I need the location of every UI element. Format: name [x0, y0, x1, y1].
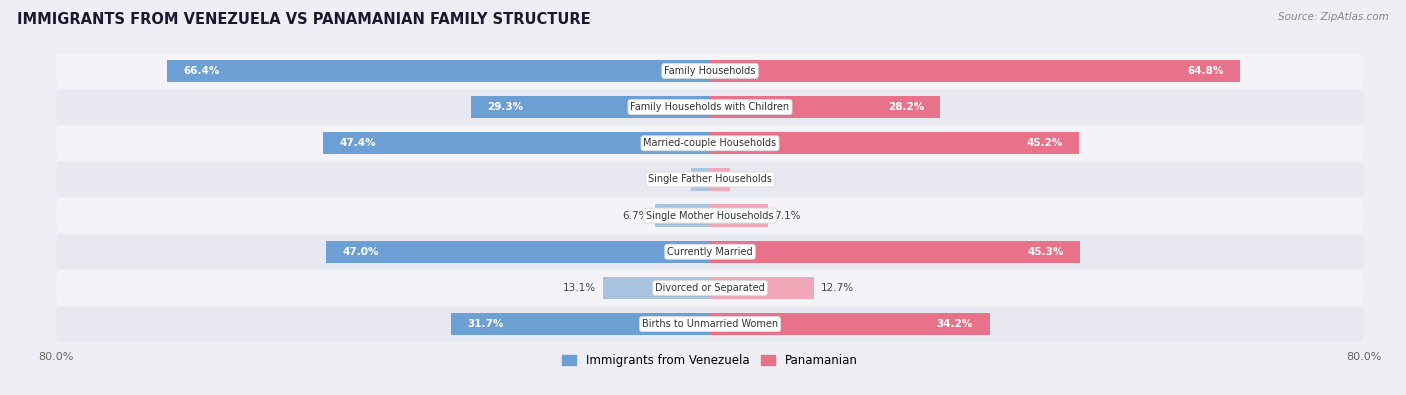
- FancyBboxPatch shape: [56, 90, 1364, 124]
- Text: 6.7%: 6.7%: [623, 211, 648, 220]
- Text: 34.2%: 34.2%: [936, 319, 973, 329]
- Bar: [710, 313, 990, 335]
- FancyBboxPatch shape: [56, 198, 1364, 233]
- Text: 12.7%: 12.7%: [820, 283, 853, 293]
- Bar: [692, 168, 710, 191]
- Text: 66.4%: 66.4%: [184, 66, 221, 76]
- Bar: [710, 204, 768, 227]
- Bar: [710, 277, 814, 299]
- Bar: [655, 204, 710, 227]
- Bar: [322, 132, 710, 154]
- Text: 28.2%: 28.2%: [889, 102, 924, 112]
- Text: 2.4%: 2.4%: [737, 175, 762, 184]
- Bar: [167, 60, 710, 82]
- Text: 47.4%: 47.4%: [339, 138, 375, 148]
- Bar: [710, 60, 1240, 82]
- Text: Divorced or Separated: Divorced or Separated: [655, 283, 765, 293]
- Bar: [710, 96, 941, 118]
- Bar: [710, 168, 730, 191]
- FancyBboxPatch shape: [56, 54, 1364, 88]
- FancyBboxPatch shape: [56, 126, 1364, 161]
- FancyBboxPatch shape: [56, 307, 1364, 341]
- Text: 31.7%: 31.7%: [467, 319, 503, 329]
- Text: 29.3%: 29.3%: [486, 102, 523, 112]
- Text: 2.3%: 2.3%: [658, 175, 685, 184]
- Text: Family Households with Children: Family Households with Children: [630, 102, 790, 112]
- Bar: [326, 241, 710, 263]
- FancyBboxPatch shape: [56, 162, 1364, 197]
- Bar: [710, 241, 1080, 263]
- Bar: [603, 277, 710, 299]
- Text: Births to Unmarried Women: Births to Unmarried Women: [643, 319, 778, 329]
- Text: 64.8%: 64.8%: [1187, 66, 1223, 76]
- Text: Married-couple Households: Married-couple Households: [644, 138, 776, 148]
- Text: Family Households: Family Households: [665, 66, 755, 76]
- Text: Single Mother Households: Single Mother Households: [647, 211, 773, 220]
- Text: Single Father Households: Single Father Households: [648, 175, 772, 184]
- Text: Currently Married: Currently Married: [668, 247, 752, 257]
- Text: 13.1%: 13.1%: [564, 283, 596, 293]
- Bar: [710, 132, 1080, 154]
- Bar: [451, 313, 710, 335]
- Text: 45.2%: 45.2%: [1026, 138, 1063, 148]
- Text: Source: ZipAtlas.com: Source: ZipAtlas.com: [1278, 12, 1389, 22]
- FancyBboxPatch shape: [56, 271, 1364, 305]
- Text: 45.3%: 45.3%: [1028, 247, 1064, 257]
- Legend: Immigrants from Venezuela, Panamanian: Immigrants from Venezuela, Panamanian: [558, 349, 862, 372]
- Text: 47.0%: 47.0%: [342, 247, 378, 257]
- FancyBboxPatch shape: [56, 234, 1364, 269]
- Text: IMMIGRANTS FROM VENEZUELA VS PANAMANIAN FAMILY STRUCTURE: IMMIGRANTS FROM VENEZUELA VS PANAMANIAN …: [17, 12, 591, 27]
- Bar: [471, 96, 710, 118]
- Text: 7.1%: 7.1%: [775, 211, 801, 220]
